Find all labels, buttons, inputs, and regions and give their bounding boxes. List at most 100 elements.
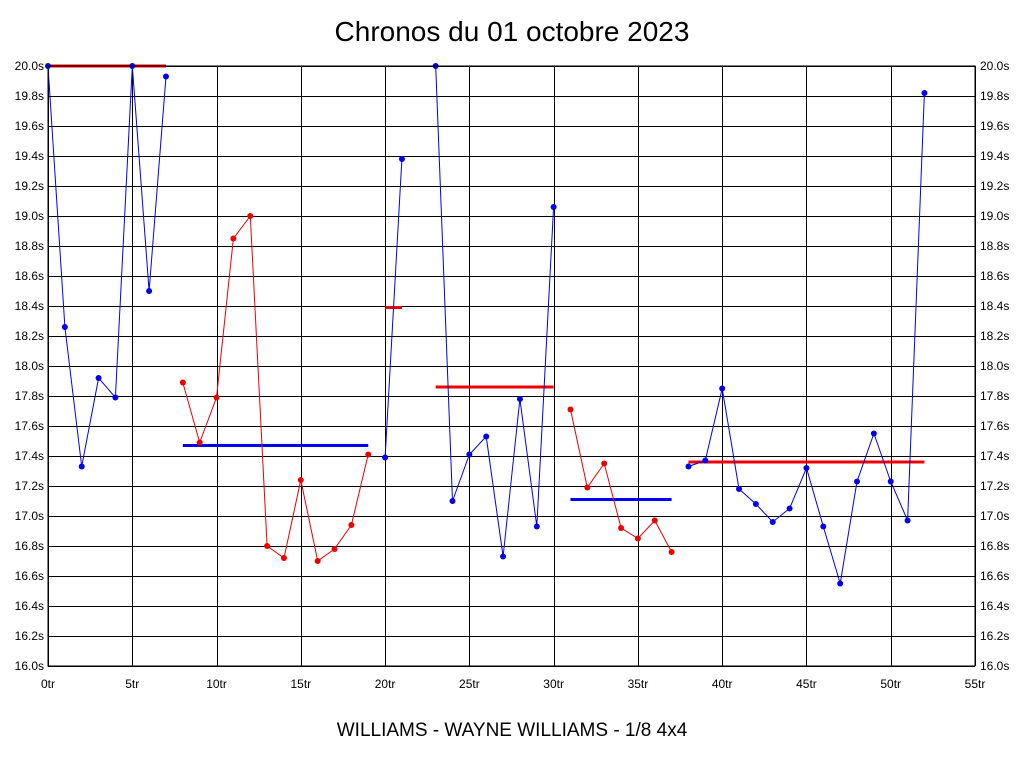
y-tick-label-right: 16.4s (980, 599, 1009, 613)
y-tick-label-left: 18.0s (15, 359, 44, 373)
y-tick-label-right: 18.4s (980, 299, 1009, 313)
y-tick-label-right: 19.4s (980, 149, 1009, 163)
data-point (533, 523, 540, 530)
y-tick-label-left: 19.6s (15, 119, 44, 133)
y-tick-label-right: 19.0s (980, 209, 1009, 223)
data-point (179, 379, 186, 386)
x-tick-label: 10tr (206, 677, 227, 691)
data-point (685, 463, 692, 470)
y-tick-label-left: 16.4s (15, 599, 44, 613)
data-point (449, 498, 456, 504)
x-tick-label: 15tr (290, 677, 311, 691)
data-point (854, 478, 861, 485)
y-tick-label-right: 17.2s (980, 479, 1009, 493)
grid (48, 66, 976, 667)
data-point (820, 523, 827, 530)
data-point (348, 522, 355, 528)
x-tick-label: 30tr (543, 677, 564, 691)
data-point (786, 505, 793, 512)
data-point (736, 486, 743, 492)
data-point (146, 288, 153, 294)
data-point (887, 478, 894, 485)
series-line (435, 65, 555, 557)
data-point (921, 90, 928, 96)
y-tick-label-right: 17.4s (980, 449, 1009, 463)
x-tick-label: 55tr (965, 677, 986, 691)
data-point (752, 501, 759, 507)
y-tick-label-right: 19.6s (980, 119, 1009, 133)
x-tick-label: 0tr (41, 677, 55, 691)
series-points (45, 63, 928, 587)
data-point (466, 451, 473, 458)
x-tick-label: 45tr (796, 677, 817, 691)
y-tick-label-left: 16.6s (15, 569, 44, 583)
data-point (584, 484, 591, 491)
x-tick-label: 5tr (125, 677, 139, 691)
data-point (550, 204, 557, 210)
y-tick-label-right: 16.6s (980, 569, 1009, 583)
y-tick-label-right: 18.8s (980, 239, 1009, 253)
data-point (719, 385, 726, 392)
data-point (567, 406, 574, 413)
data-point (634, 535, 641, 542)
tick-labels: 0tr 5tr 10tr 15tr 20tr 25tr 30tr 35tr 40tr 45tr 50… (15, 59, 1010, 691)
y-tick-label-left: 18.8s (15, 239, 44, 253)
data-point (230, 235, 237, 242)
data-point (297, 477, 304, 483)
y-tick-label-right: 18.0s (980, 359, 1009, 373)
series-line (384, 158, 403, 458)
x-tick-label: 25tr (459, 677, 480, 691)
chart-subtitle: WILLIAMS - WAYNE WILLIAMS - 1/8 4x4 (336, 720, 688, 741)
y-tick-label-right: 16.2s (980, 629, 1009, 643)
data-point (500, 553, 507, 560)
data-point (78, 463, 85, 470)
y-tick-label-right: 18.2s (980, 329, 1009, 343)
y-tick-label-left: 16.0s (15, 659, 44, 673)
data-point (162, 73, 169, 80)
y-tick-label-right: 16.0s (980, 659, 1009, 673)
data-point (95, 375, 102, 381)
y-tick-label-left: 18.6s (15, 269, 44, 283)
y-tick-label-left: 17.4s (15, 449, 44, 463)
y-tick-label-right: 17.0s (980, 509, 1009, 523)
y-tick-label-left: 16.2s (15, 629, 44, 643)
chart-title: Chronos du 01 octobre 2023 (334, 16, 690, 47)
y-tick-label-right: 19.8s (980, 89, 1009, 103)
data-point (264, 543, 271, 549)
data-point (601, 460, 608, 467)
data-point (668, 549, 675, 555)
y-tick-label-left: 17.0s (15, 509, 44, 523)
data-point (702, 457, 709, 464)
data-point (280, 555, 287, 561)
data-point (196, 439, 203, 446)
y-tick-label-left: 19.4s (15, 149, 44, 163)
y-tick-label-left: 19.0s (15, 209, 44, 223)
series-line (47, 65, 167, 467)
data-point (837, 580, 844, 587)
data-point (331, 546, 338, 552)
data-point (213, 394, 220, 401)
data-point (398, 156, 405, 162)
y-tick-label-right: 17.6s (980, 419, 1009, 433)
data-point (483, 433, 490, 440)
y-tick-label-left: 20.0s (15, 59, 44, 73)
y-tick-label-left: 17.8s (15, 389, 44, 403)
y-tick-label-right: 19.2s (980, 179, 1009, 193)
y-tick-label-left: 16.8s (15, 539, 44, 553)
y-tick-label-right: 18.6s (980, 269, 1009, 283)
data-point (651, 517, 658, 524)
series-line (182, 214, 369, 562)
data-point (904, 517, 911, 524)
y-tick-label-left: 18.2s (15, 329, 44, 343)
y-tick-label-left: 19.8s (15, 89, 44, 103)
data-point (516, 396, 523, 402)
data-point (769, 519, 776, 525)
y-tick-label-left: 17.6s (15, 419, 44, 433)
plot-border (47, 65, 976, 667)
y-tick-label-left: 17.2s (15, 479, 44, 493)
data-point (112, 394, 119, 401)
data-point (618, 525, 625, 531)
x-tick-label: 50tr (880, 677, 901, 691)
data-point (314, 558, 321, 564)
